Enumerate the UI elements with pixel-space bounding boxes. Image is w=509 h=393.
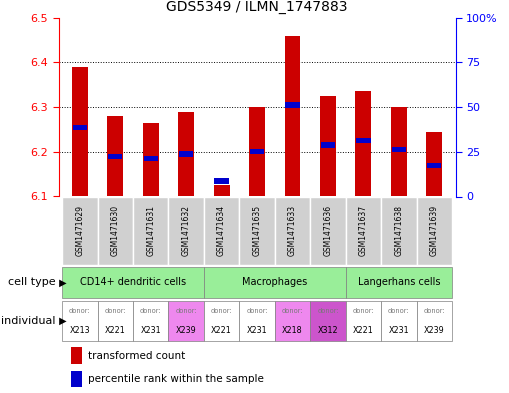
Text: Macrophages: Macrophages	[242, 277, 307, 287]
Bar	[346, 196, 381, 265]
Text: GSM1471638: GSM1471638	[394, 206, 403, 256]
Text: X239: X239	[424, 325, 445, 334]
Text: cell type: cell type	[8, 277, 56, 287]
Text: GSM1471631: GSM1471631	[146, 206, 155, 256]
Text: individual: individual	[2, 316, 56, 326]
Bar	[416, 196, 452, 265]
Text: transformed count: transformed count	[88, 351, 185, 361]
Text: donor:: donor:	[211, 309, 233, 314]
Text: donor:: donor:	[140, 309, 161, 314]
Bar	[107, 116, 123, 196]
Bar	[214, 178, 229, 184]
Text: ▶: ▶	[56, 316, 67, 326]
Bar	[239, 301, 275, 341]
Text: X312: X312	[318, 325, 338, 334]
Bar	[143, 123, 159, 196]
Text: CD14+ dendritic cells: CD14+ dendritic cells	[80, 277, 186, 287]
Bar	[239, 196, 275, 265]
Text: donor:: donor:	[69, 309, 91, 314]
Text: Langerhans cells: Langerhans cells	[358, 277, 440, 287]
Bar	[391, 147, 406, 152]
Text: X221: X221	[353, 325, 374, 334]
Text: X231: X231	[247, 325, 267, 334]
Bar	[250, 149, 264, 154]
Text: ▶: ▶	[56, 277, 67, 287]
Text: X239: X239	[176, 325, 196, 334]
Text: donor:: donor:	[353, 309, 374, 314]
Bar	[108, 154, 123, 159]
Bar	[178, 112, 194, 196]
Bar	[285, 35, 300, 197]
Bar	[310, 301, 346, 341]
Bar	[249, 107, 265, 196]
Bar	[73, 125, 87, 130]
Text: donor:: donor:	[246, 309, 268, 314]
Bar	[286, 102, 300, 108]
Text: GSM1471633: GSM1471633	[288, 205, 297, 257]
Text: donor:: donor:	[175, 309, 197, 314]
Bar	[346, 301, 381, 341]
Text: donor:: donor:	[388, 309, 410, 314]
Bar	[133, 301, 168, 341]
Text: donor:: donor:	[104, 309, 126, 314]
Bar	[356, 138, 371, 143]
Text: GSM1471637: GSM1471637	[359, 205, 368, 257]
Bar	[427, 132, 442, 196]
Text: X221: X221	[105, 325, 126, 334]
Text: GSM1471639: GSM1471639	[430, 205, 439, 257]
Text: GSM1471636: GSM1471636	[323, 205, 332, 257]
Bar	[62, 266, 204, 298]
Bar	[62, 301, 98, 341]
Bar	[346, 266, 452, 298]
Bar	[204, 266, 346, 298]
Bar	[179, 151, 193, 157]
Text: GSM1471635: GSM1471635	[252, 205, 262, 257]
Bar	[321, 142, 335, 148]
Text: X221: X221	[211, 325, 232, 334]
Text: X213: X213	[70, 325, 90, 334]
Text: donor:: donor:	[281, 309, 303, 314]
Bar	[71, 347, 82, 364]
Bar	[310, 196, 346, 265]
Text: X218: X218	[282, 325, 303, 334]
Bar	[72, 67, 88, 196]
Title: GDS5349 / ILMN_1747883: GDS5349 / ILMN_1747883	[166, 0, 348, 14]
Bar	[133, 196, 168, 265]
Bar	[62, 196, 98, 265]
Text: GSM1471632: GSM1471632	[182, 206, 191, 256]
Text: GSM1471630: GSM1471630	[111, 205, 120, 257]
Bar	[98, 301, 133, 341]
Bar	[275, 301, 310, 341]
Bar	[204, 301, 239, 341]
Bar	[320, 96, 336, 196]
Text: GSM1471634: GSM1471634	[217, 205, 226, 257]
Bar	[168, 301, 204, 341]
Bar	[381, 301, 416, 341]
Bar	[391, 107, 407, 196]
Bar	[144, 156, 158, 161]
Bar	[275, 196, 310, 265]
Bar	[427, 163, 441, 168]
Bar	[98, 196, 133, 265]
Bar	[416, 301, 452, 341]
Text: X231: X231	[388, 325, 409, 334]
Bar	[168, 196, 204, 265]
Text: donor:: donor:	[423, 309, 445, 314]
Bar	[71, 371, 82, 387]
Text: donor:: donor:	[317, 309, 339, 314]
Text: percentile rank within the sample: percentile rank within the sample	[88, 374, 264, 384]
Bar	[214, 185, 230, 196]
Text: X231: X231	[140, 325, 161, 334]
Bar	[355, 92, 372, 196]
Bar	[381, 196, 416, 265]
Text: GSM1471629: GSM1471629	[75, 206, 84, 256]
Bar	[204, 196, 239, 265]
